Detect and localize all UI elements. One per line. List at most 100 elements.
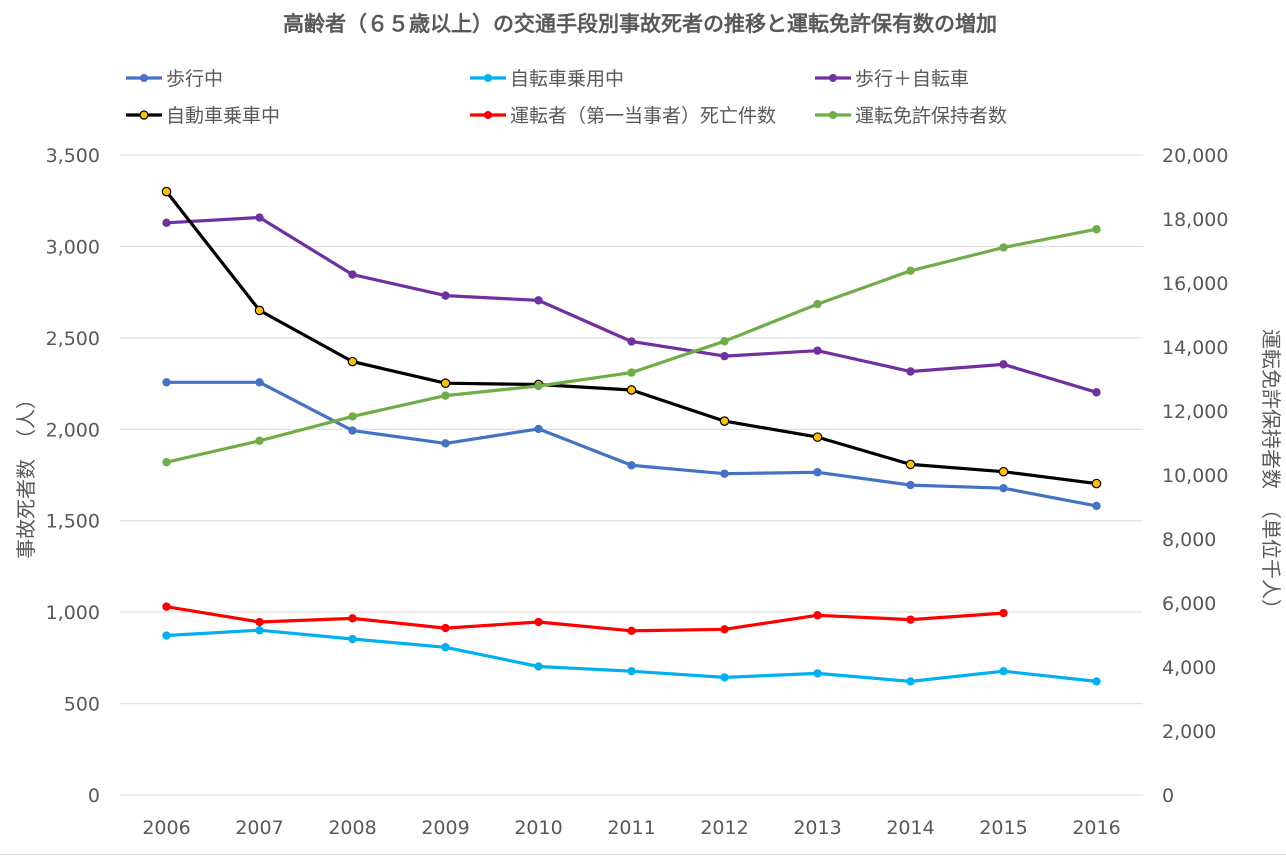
y-left-tick-label: 1,000 — [46, 602, 100, 624]
x-tick-label: 2007 — [235, 817, 283, 839]
data-point — [627, 461, 635, 469]
legend-swatch-marker — [829, 74, 837, 82]
data-point — [720, 417, 728, 425]
data-point — [255, 618, 263, 626]
series-group — [162, 602, 1007, 635]
data-point — [348, 412, 356, 420]
data-point — [813, 346, 821, 354]
data-point — [441, 624, 449, 632]
data-point — [906, 367, 914, 375]
data-point — [255, 437, 263, 445]
data-point — [813, 611, 821, 619]
data-point — [255, 213, 263, 221]
data-point — [906, 677, 914, 685]
data-point — [813, 669, 821, 677]
data-point — [441, 379, 449, 387]
x-tick-label: 2013 — [793, 817, 841, 839]
y-right-tick-label: 10,000 — [1162, 465, 1228, 487]
series-group — [162, 225, 1100, 466]
data-point — [534, 618, 542, 626]
x-tick-label: 2010 — [514, 817, 562, 839]
data-point — [813, 433, 821, 441]
y-left-ticks: 0 500 1,000 1,500 2,000 2,500 3,000 3,500 — [46, 145, 100, 807]
data-point — [441, 391, 449, 399]
x-tick-label: 2009 — [421, 817, 469, 839]
data-point — [348, 270, 356, 278]
y-right-tick-label: 8,000 — [1162, 529, 1216, 551]
data-point — [1092, 502, 1100, 510]
y-right-tick-label: 4,000 — [1162, 657, 1216, 679]
data-point — [255, 626, 263, 634]
legend-item: 歩行＋自転車 — [815, 68, 969, 90]
legend-item: 歩行中 — [126, 68, 223, 90]
data-point — [999, 360, 1007, 368]
data-point — [720, 625, 728, 633]
data-point — [999, 609, 1007, 617]
data-point — [348, 357, 356, 365]
data-point — [627, 667, 635, 675]
data-point — [720, 673, 728, 681]
data-point — [999, 484, 1007, 492]
x-tick-label: 2006 — [142, 817, 190, 839]
legend-item: 運転者（第一当事者）死亡件数 — [470, 105, 776, 127]
data-point — [627, 386, 635, 394]
data-point — [906, 267, 914, 275]
legend-item: 運転免許保持者数 — [815, 105, 1007, 127]
data-point — [534, 662, 542, 670]
data-point — [999, 243, 1007, 251]
data-point — [720, 352, 728, 360]
x-tick-label: 2011 — [607, 817, 655, 839]
x-tick-label: 2008 — [328, 817, 376, 839]
data-point — [255, 378, 263, 386]
y-left-tick-label: 500 — [64, 694, 100, 716]
data-point — [1092, 479, 1100, 487]
x-tick-label: 2014 — [886, 817, 934, 839]
y-left-tick-label: 3,500 — [46, 145, 100, 167]
series-line — [167, 218, 1097, 393]
legend-swatch-marker — [484, 111, 492, 119]
data-point — [627, 337, 635, 345]
data-point — [162, 219, 170, 227]
legend-item: 自動車乗車中 — [126, 105, 280, 127]
y-right-tick-label: 0 — [1162, 785, 1174, 807]
data-point — [627, 368, 635, 376]
legend-swatch-marker — [829, 111, 837, 119]
data-point — [906, 615, 914, 623]
y-right-ticks: 0 2,000 4,000 6,000 8,000 10,000 12,000 14,000 1… — [1162, 145, 1228, 807]
legend-label: 自動車乗車中 — [166, 105, 280, 127]
legend-label: 歩行中 — [166, 68, 223, 90]
chart-svg: 高齢者（６５歳以上）の交通手段別事故死者の推移と運転免許保有数の増加 05001… — [0, 0, 1286, 855]
y-left-tick-label: 2,000 — [46, 419, 100, 441]
series-line — [167, 382, 1097, 506]
y-left-tick-label: 0 — [88, 785, 100, 807]
legend-label: 歩行＋自転車 — [855, 68, 969, 90]
data-point — [627, 627, 635, 635]
series-group — [162, 378, 1100, 510]
y-right-tick-label: 6,000 — [1162, 593, 1216, 615]
legend-item: 自転車乗用中 — [470, 68, 624, 90]
y-left-axis-label: 事故死者数 （人） — [14, 389, 38, 559]
data-point — [534, 425, 542, 433]
series-lines — [162, 187, 1100, 685]
data-point — [162, 458, 170, 466]
legend-label: 運転者（第一当事者）死亡件数 — [510, 105, 776, 127]
y-left-tick-label: 1,500 — [46, 511, 100, 533]
data-point — [441, 439, 449, 447]
data-point — [348, 635, 356, 643]
x-tick-label: 2016 — [1072, 817, 1120, 839]
data-point — [441, 643, 449, 651]
legend-swatch-marker — [140, 74, 148, 82]
series-line — [167, 607, 1004, 631]
y-right-axis-label: 運転免許保持者数 （単位千人） — [1259, 329, 1283, 619]
y-right-tick-label: 2,000 — [1162, 721, 1216, 743]
data-point — [348, 614, 356, 622]
legend-swatch-marker — [140, 111, 148, 119]
y-right-tick-label: 14,000 — [1162, 337, 1228, 359]
legend-label: 運転免許保持者数 — [855, 105, 1007, 127]
y-right-tick-label: 12,000 — [1162, 401, 1228, 423]
x-axis-ticks: 2006 2007 2008 2009 2010 2011 2012 2013 2014 2015… — [142, 817, 1120, 839]
data-point — [162, 378, 170, 386]
y-left-tick-label: 2,500 — [46, 328, 100, 350]
data-point — [255, 306, 263, 314]
data-point — [534, 382, 542, 390]
